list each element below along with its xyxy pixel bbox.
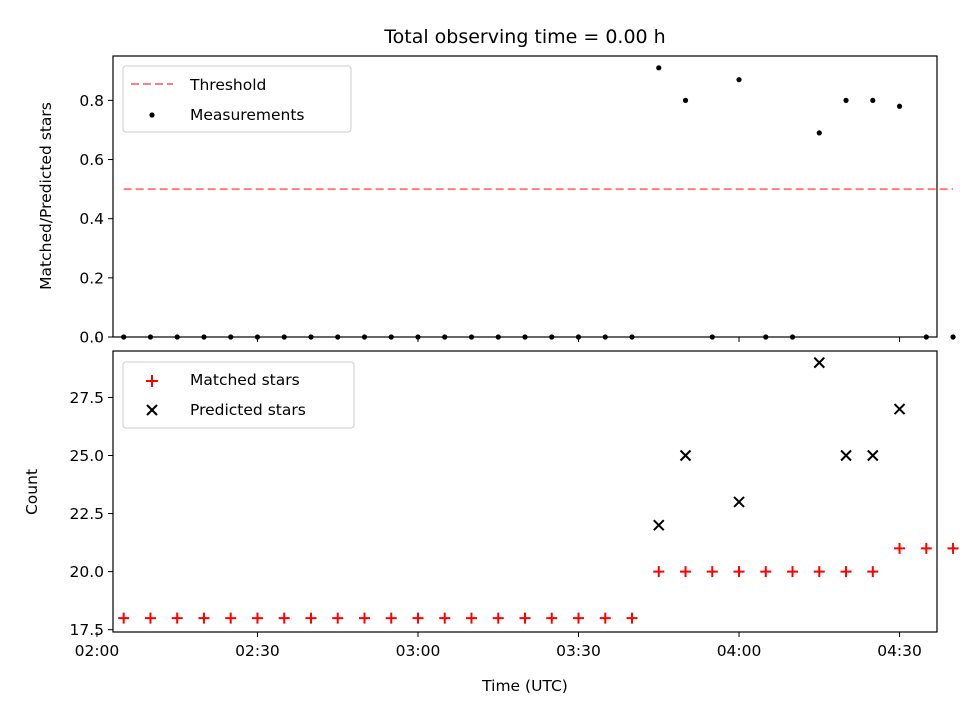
matched-star-point [760, 566, 772, 578]
matched-star-point [439, 612, 451, 624]
measurement-point [870, 97, 876, 103]
x-tick-label: 04:00 [717, 642, 762, 660]
top-plot-area: 0.0 0.2 0.4 0.6 0.8 [79, 65, 956, 347]
matched-star-point [920, 542, 932, 554]
matched-star-point [546, 612, 558, 624]
chart-title: Total observing time = 0.00 h [383, 26, 665, 48]
matched-star-point [706, 566, 718, 578]
matched-star-point [305, 612, 317, 624]
matched-star-point [894, 542, 906, 554]
matched-star-point [198, 612, 210, 624]
predicted-star-point [733, 496, 745, 508]
matched-star-point [385, 612, 397, 624]
matched-star-point [492, 612, 504, 624]
bottom-y-tick-label: 17.5 [69, 621, 104, 639]
legend-predicted-label: Predicted stars [190, 401, 306, 419]
legend-measurements-swatch [149, 112, 155, 118]
measurement-point [656, 65, 662, 71]
bottom-y-tick-label: 25.0 [69, 447, 104, 465]
matched-star-point [278, 612, 290, 624]
top-legend-box [122, 65, 352, 133]
matched-star-point [118, 612, 130, 624]
matched-star-point [680, 566, 692, 578]
bottom-legend-box [122, 361, 355, 429]
bottom-legend: Matched stars Predicted stars [122, 361, 355, 429]
bottom-plot-area: 17.5 20.0 22.5 25.0 27.5 02:00 02:30 03:00 03:30… [69, 356, 959, 660]
matched-star-point [787, 566, 799, 578]
measurement-point [736, 77, 742, 83]
matched-star-point [251, 612, 263, 624]
legend-matched-swatch [146, 375, 158, 387]
bottom-axes-frame [112, 350, 938, 633]
bottom-y-axis-label: Count [23, 469, 41, 515]
predicted-star-point [893, 403, 906, 415]
measurement-point [896, 103, 903, 109]
matched-star-point [626, 612, 638, 624]
measurement-point [843, 97, 849, 103]
matched-star-point [465, 612, 477, 624]
top-y-axis-label: Matched/Predicted stars [37, 102, 55, 290]
measurement-point [682, 97, 689, 103]
matched-star-point [947, 542, 959, 554]
legend-predicted-swatch [146, 404, 158, 416]
matched-star-point [867, 566, 879, 578]
x-tick-label: 02:30 [235, 642, 280, 660]
matched-star-point [332, 612, 344, 624]
measurement-point [816, 130, 822, 136]
legend-matched-label: Matched stars [190, 371, 300, 389]
bottom-y-tick-label: 22.5 [69, 505, 104, 523]
predicted-star-point [679, 449, 692, 462]
predicted-star-point [813, 356, 825, 369]
predicted-star-point [653, 519, 665, 531]
matched-star-point [813, 566, 825, 578]
x-tick-label: 04:30 [877, 642, 922, 660]
legend-measurements-label: Measurements [190, 106, 305, 124]
matched-star-point [599, 612, 611, 624]
matched-star-point [225, 612, 237, 624]
measurement-point [950, 334, 956, 340]
top-y-tick-label: 0.6 [79, 151, 104, 169]
x-axis-label: Time (UTC) [481, 677, 568, 695]
predicted-star-point [867, 449, 879, 462]
legend-threshold-label: Threshold [189, 76, 266, 94]
matched-star-point [840, 566, 852, 578]
matched-star-point [171, 612, 183, 624]
top-y-tick-label: 0.4 [79, 210, 104, 228]
top-y-tick-label: 0.0 [79, 329, 104, 347]
top-axes-frame [112, 55, 938, 338]
matched-star-point [144, 612, 156, 624]
predicted-star-point [840, 449, 852, 462]
top-y-tick-label: 0.2 [79, 269, 104, 287]
top-legend: Threshold Measurements [122, 65, 352, 133]
matched-star-point [733, 566, 745, 578]
bottom-y-tick-label: 27.5 [69, 389, 104, 407]
x-tick-label: 03:30 [556, 642, 601, 660]
x-tick-label: 03:00 [396, 642, 441, 660]
matched-star-point [653, 566, 665, 578]
top-y-tick-label: 0.8 [79, 92, 104, 110]
matched-star-point [519, 612, 531, 624]
matched-star-point [358, 612, 370, 624]
matched-star-point [573, 612, 585, 624]
x-tick-label: 02:00 [75, 642, 120, 660]
matched-star-point [412, 612, 424, 624]
bottom-y-tick-label: 20.0 [69, 563, 104, 581]
